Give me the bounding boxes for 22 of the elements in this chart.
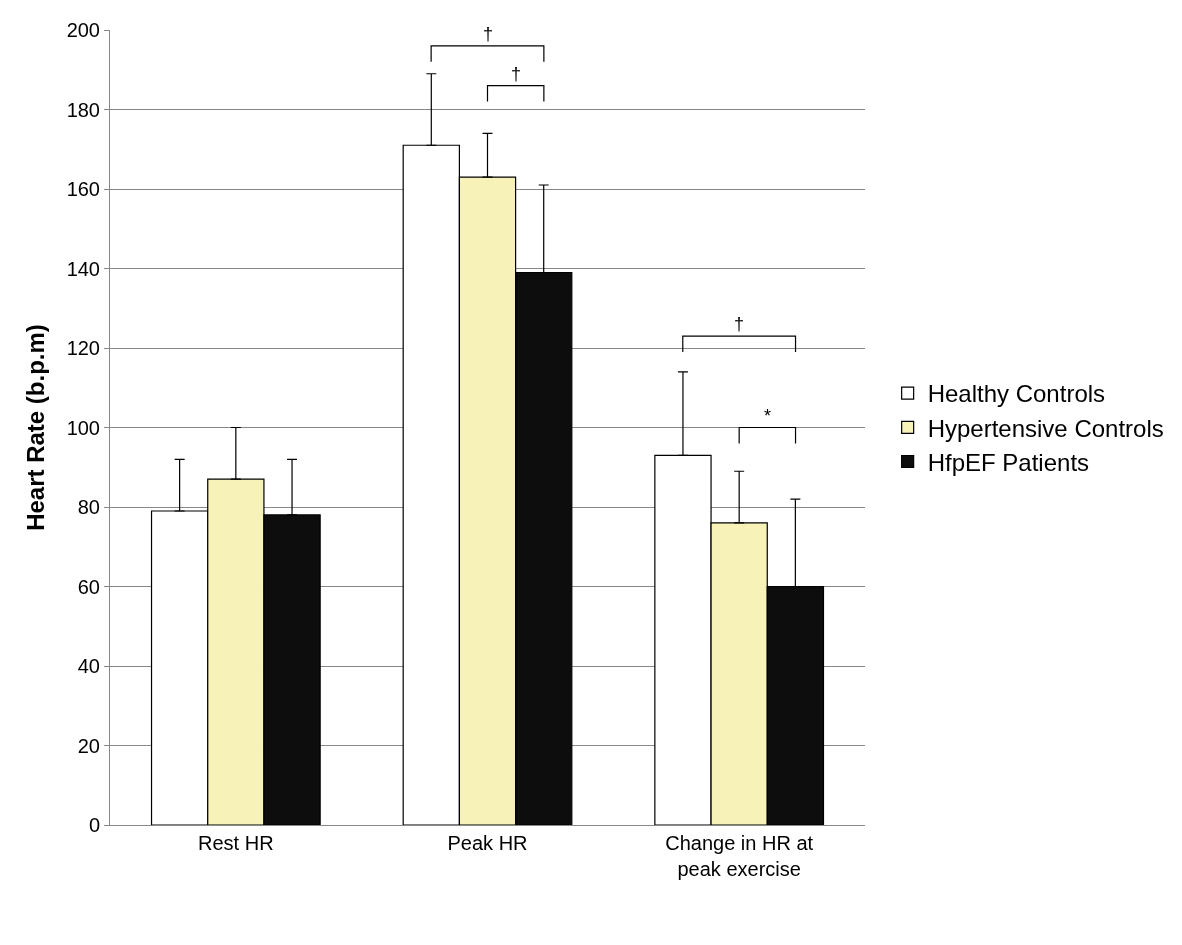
x-tick-label: Rest HR: [198, 832, 274, 854]
y-tick-label: 140: [66, 257, 100, 280]
x-tick-label: Change in HR at peak exercise: [665, 832, 814, 880]
annotation: †: [511, 64, 522, 84]
legend-label: Hypertensive Controls: [927, 414, 1164, 442]
annotation: †: [483, 24, 494, 44]
y-tick-label: 20: [77, 734, 100, 757]
y-tick-label: 80: [77, 496, 100, 518]
y-tick-label: 60: [77, 575, 100, 598]
y-tick-label: 40: [77, 655, 100, 677]
y-tick-label: 100: [66, 416, 100, 439]
x-tick-label: Peak HR: [447, 832, 528, 854]
y-tick-label: 120: [66, 337, 100, 359]
y-tick-label: 0: [88, 814, 100, 836]
annotation: *: [764, 406, 772, 426]
legend-label: HfpEF Patients: [927, 448, 1090, 476]
y-tick-label: 180: [66, 98, 100, 121]
y-tick-label: 200: [66, 19, 100, 41]
y-axis-title: Heart Rate (b.p.m): [21, 324, 49, 531]
legend-label: Healthy Controls: [927, 380, 1106, 408]
y-tick-label: 160: [66, 178, 100, 200]
annotation: †: [734, 314, 745, 334]
